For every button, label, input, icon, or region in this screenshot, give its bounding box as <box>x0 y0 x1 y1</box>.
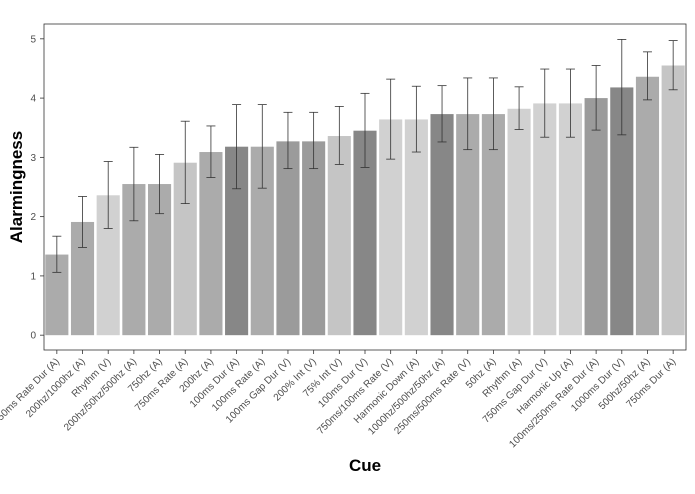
x-axis: 100ms/50ms Rate Dur (A)200hz/1000hz (A)R… <box>0 350 678 450</box>
bar <box>430 114 454 336</box>
error-bar <box>78 196 88 248</box>
bar <box>250 146 274 336</box>
error-bar <box>129 146 139 222</box>
y-tick-label: 4 <box>30 94 36 105</box>
bar <box>45 254 69 336</box>
error-bar <box>180 120 190 204</box>
error-bar <box>257 104 267 189</box>
bar <box>327 136 351 336</box>
error-bar <box>437 85 447 143</box>
bar <box>225 146 249 336</box>
bar <box>379 119 403 336</box>
error-bar <box>514 86 524 130</box>
y-axis: 0 1 2 3 4 5 <box>30 34 44 342</box>
error-bar <box>411 85 421 153</box>
error-bar <box>360 92 370 168</box>
error-bar <box>642 51 652 101</box>
bar <box>173 162 197 336</box>
x-axis-title: Cue <box>349 456 381 475</box>
bar <box>610 87 634 336</box>
error-bar <box>668 40 678 91</box>
bar <box>70 221 95 336</box>
y-axis-title: Alarmingness <box>7 131 26 243</box>
error-bar <box>155 153 165 215</box>
bars-group <box>45 65 685 336</box>
error-bar <box>591 65 601 131</box>
error-bar <box>206 125 216 178</box>
bar <box>635 76 660 336</box>
error-bar <box>617 39 627 136</box>
error-bar <box>232 104 242 190</box>
y-tick-label: 0 <box>30 331 36 342</box>
bar <box>96 195 120 336</box>
error-bar <box>386 78 396 160</box>
bar <box>533 103 557 336</box>
y-tick-label: 1 <box>30 271 36 282</box>
bar <box>404 119 428 336</box>
error-bar <box>309 111 319 170</box>
error-bars-group <box>52 39 678 273</box>
bar <box>302 141 326 336</box>
bar <box>661 65 685 336</box>
error-bar <box>283 111 293 170</box>
error-bar <box>103 161 113 229</box>
y-tick-label: 2 <box>30 212 36 223</box>
error-bar <box>334 105 344 165</box>
y-tick-label: 5 <box>30 34 36 45</box>
bar <box>558 103 582 336</box>
bar <box>507 108 531 336</box>
error-bar <box>52 235 62 273</box>
bar <box>481 114 505 336</box>
error-bar <box>540 68 550 138</box>
bar <box>148 184 172 336</box>
bar <box>584 98 608 336</box>
bar <box>199 152 223 336</box>
bar <box>456 114 480 336</box>
bar <box>353 130 377 336</box>
bar <box>122 184 146 336</box>
error-bar <box>565 68 575 138</box>
error-bar <box>488 77 498 151</box>
x-tick-label: 100ms/50ms Rate Dur (A) <box>0 356 62 446</box>
bar <box>276 141 300 336</box>
error-bar <box>463 77 473 151</box>
y-tick-label: 3 <box>30 153 36 164</box>
